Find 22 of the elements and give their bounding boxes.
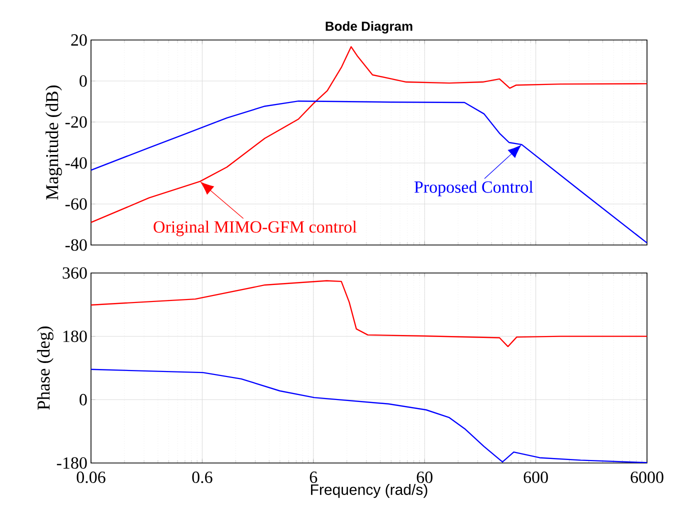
y-tick-label: -40	[65, 157, 87, 169]
x-tick-label: 0.06	[76, 472, 106, 484]
y-axis-title: Phase (deg)	[37, 326, 54, 410]
x-tick-label: 6000	[630, 472, 664, 484]
chart-title: Bode Diagram	[326, 21, 412, 34]
x-tick-label: 0.6	[192, 472, 212, 484]
y-tick-label: 20	[71, 34, 87, 46]
y-tick-label: 180	[63, 330, 87, 342]
y-tick-label: -60	[65, 198, 87, 210]
x-tick-label: 60	[416, 472, 432, 484]
x-axis-title: Frequency (rad/s)	[311, 484, 428, 498]
annotation: Original MIMO-GFM control	[154, 220, 357, 236]
annotation: Proposed Control	[414, 180, 534, 196]
y-tick-label: 0	[80, 394, 87, 406]
y-axis-title: Magnitude (dB)	[46, 86, 62, 200]
y-tick-label: 360	[62, 267, 87, 279]
y-tick-label: 0	[80, 75, 87, 87]
y-tick-label: -180	[56, 457, 87, 469]
y-tick-label: -20	[65, 116, 87, 128]
x-tick-label: 6	[310, 472, 318, 483]
y-tick-label: -80	[65, 239, 87, 251]
x-tick-label: 600	[524, 472, 548, 484]
